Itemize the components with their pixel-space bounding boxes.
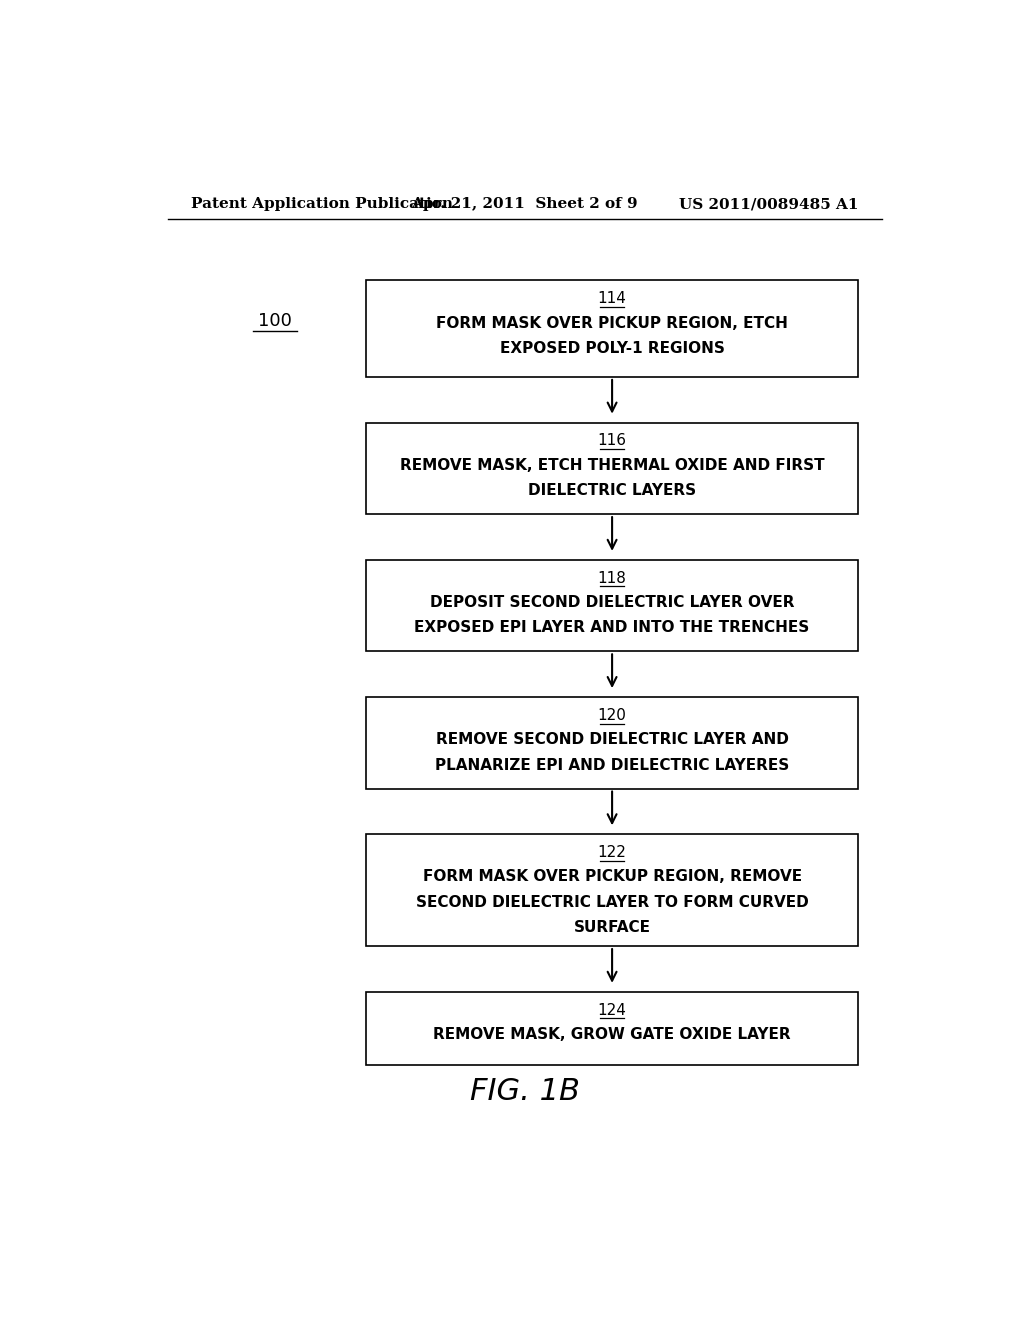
Text: 120: 120 [598, 708, 627, 723]
Text: REMOVE SECOND DIELECTRIC LAYER AND: REMOVE SECOND DIELECTRIC LAYER AND [435, 733, 788, 747]
Text: REMOVE MASK, ETCH THERMAL OXIDE AND FIRST: REMOVE MASK, ETCH THERMAL OXIDE AND FIRS… [399, 458, 824, 473]
Bar [367, 422, 858, 515]
Bar [367, 560, 858, 651]
Text: FIG. 1B: FIG. 1B [470, 1077, 580, 1106]
Bar [367, 991, 858, 1065]
Text: DIELECTRIC LAYERS: DIELECTRIC LAYERS [528, 483, 696, 498]
Text: 122: 122 [598, 845, 627, 861]
Bar [367, 280, 858, 378]
Bar [367, 834, 858, 946]
Text: EXPOSED POLY-1 REGIONS: EXPOSED POLY-1 REGIONS [500, 341, 725, 356]
Text: 124: 124 [598, 1003, 627, 1018]
Text: 114: 114 [598, 292, 627, 306]
Text: 116: 116 [598, 433, 627, 449]
Text: PLANARIZE EPI AND DIELECTRIC LAYERES: PLANARIZE EPI AND DIELECTRIC LAYERES [435, 758, 790, 772]
Bar [367, 697, 858, 788]
Text: SECOND DIELECTRIC LAYER TO FORM CURVED: SECOND DIELECTRIC LAYER TO FORM CURVED [416, 895, 809, 909]
Text: REMOVE MASK, GROW GATE OXIDE LAYER: REMOVE MASK, GROW GATE OXIDE LAYER [433, 1027, 791, 1041]
Text: FORM MASK OVER PICKUP REGION, REMOVE: FORM MASK OVER PICKUP REGION, REMOVE [423, 870, 802, 884]
Text: Apr. 21, 2011  Sheet 2 of 9: Apr. 21, 2011 Sheet 2 of 9 [412, 197, 638, 211]
Text: DEPOSIT SECOND DIELECTRIC LAYER OVER: DEPOSIT SECOND DIELECTRIC LAYER OVER [430, 595, 795, 610]
Text: SURFACE: SURFACE [573, 920, 650, 936]
Text: 100: 100 [258, 312, 292, 330]
Text: EXPOSED EPI LAYER AND INTO THE TRENCHES: EXPOSED EPI LAYER AND INTO THE TRENCHES [415, 620, 810, 635]
Text: Patent Application Publication: Patent Application Publication [191, 197, 454, 211]
Text: US 2011/0089485 A1: US 2011/0089485 A1 [679, 197, 858, 211]
Text: 118: 118 [598, 570, 627, 586]
Text: FORM MASK OVER PICKUP REGION, ETCH: FORM MASK OVER PICKUP REGION, ETCH [436, 315, 788, 330]
